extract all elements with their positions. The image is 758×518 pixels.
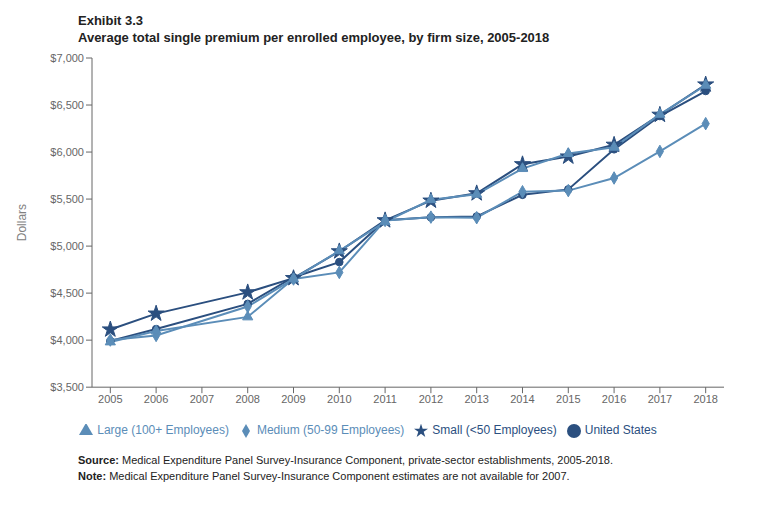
svg-text:$5,000: $5,000 [50, 240, 84, 252]
svg-text:$6,500: $6,500 [50, 99, 84, 111]
svg-text:$3,500: $3,500 [50, 381, 84, 393]
svg-text:2012: 2012 [419, 393, 443, 405]
html-text:Medium (50-99 Employees): Medium (50-99 Employees) [257, 423, 405, 438]
svg-text:2015: 2015 [556, 393, 580, 405]
svg-text:2010: 2010 [327, 393, 351, 405]
svg-text:2009: 2009 [281, 393, 305, 405]
html-text:Note: Medical Expenditure Pane: Note: Medical Expenditure Panel Survey-I… [78, 470, 570, 482]
html-text:Small (<50 Employees): Small (<50 Employees) [432, 423, 557, 438]
svg-text:Dollars: Dollars [15, 204, 29, 241]
svg-text:2008: 2008 [235, 393, 259, 405]
html-text:Average total single premium p: Average total single premium per enrolle… [78, 30, 550, 45]
svg-text:2007: 2007 [190, 393, 214, 405]
svg-text:$5,500: $5,500 [50, 193, 84, 205]
svg-text:2018: 2018 [693, 393, 717, 405]
svg-text:2014: 2014 [510, 393, 534, 405]
svg-text:$6,000: $6,000 [50, 146, 84, 158]
svg-text:2005: 2005 [98, 393, 122, 405]
svg-text:2013: 2013 [464, 393, 488, 405]
html-text:Large (100+ Employees): Large (100+ Employees) [97, 423, 229, 438]
svg-text:2016: 2016 [602, 393, 626, 405]
svg-text:2017: 2017 [648, 393, 672, 405]
svg-text:$7,000: $7,000 [50, 52, 84, 64]
svg-text:$4,500: $4,500 [50, 287, 84, 299]
svg-text:$4,000: $4,000 [50, 334, 84, 346]
html-text:United States: United States [584, 423, 657, 438]
html-text:Exhibit 3.3: Exhibit 3.3 [78, 13, 143, 28]
svg-text:2006: 2006 [144, 393, 168, 405]
html-text:Source: Medical Expenditure Pa: Source: Medical Expenditure Panel Survey… [78, 454, 613, 466]
svg-text:2011: 2011 [373, 393, 397, 405]
